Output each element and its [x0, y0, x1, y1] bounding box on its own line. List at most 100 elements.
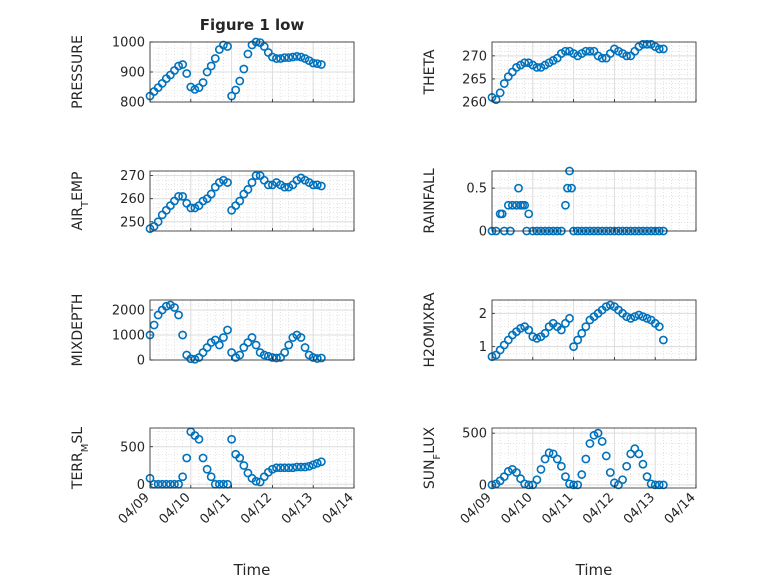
data-point — [312, 354, 322, 363]
y-axis-label: AIRTEMP — [70, 172, 91, 231]
data-point — [280, 463, 290, 473]
data-point — [288, 52, 298, 62]
y-tick-label: 2000 — [112, 304, 145, 319]
data-point — [178, 472, 188, 482]
data-point — [650, 480, 660, 490]
data-point — [272, 54, 281, 63]
data-point — [597, 437, 607, 446]
figure-title: Figure 1 low — [200, 16, 305, 34]
y-tick-label: 800 — [120, 96, 145, 111]
data-point — [276, 54, 285, 63]
data-point — [642, 39, 652, 49]
data-point — [296, 52, 306, 62]
data-point — [520, 58, 530, 68]
data-point — [569, 342, 578, 352]
data-point — [646, 479, 656, 489]
y-tick-label: 0 — [479, 478, 487, 493]
data-point — [316, 353, 326, 363]
y-tick-label: 0 — [137, 354, 145, 369]
data-point — [630, 312, 640, 322]
data-point — [219, 40, 228, 50]
data-point — [300, 343, 310, 352]
data-point — [186, 203, 196, 213]
data-point — [174, 191, 183, 201]
data-point — [585, 46, 595, 56]
data-point — [304, 461, 314, 471]
y-axis-label: MIXDEPTH — [70, 294, 86, 367]
data-point — [235, 196, 245, 206]
subplot-sun-flux: 0 500 04/09 04/10 04/11 04/12 04/13 04/14 SUNFLU… — [422, 426, 699, 527]
data-point — [540, 328, 550, 338]
data-point — [251, 476, 261, 486]
y-axis-label: PRESSURE — [70, 35, 86, 109]
data-point — [561, 46, 570, 56]
data-point — [520, 200, 530, 210]
data-point — [618, 475, 627, 485]
data-point — [202, 464, 212, 474]
data-point — [634, 310, 644, 320]
data-point — [235, 350, 245, 360]
x-tick-label: 04/13 — [279, 490, 316, 527]
data-point — [544, 448, 554, 458]
data-point — [638, 459, 648, 469]
data-point — [223, 325, 232, 335]
data-point — [153, 217, 163, 227]
data-point — [654, 480, 664, 490]
data-point — [565, 313, 574, 323]
x-tick-label: 04/14 — [320, 490, 357, 527]
data-point — [577, 328, 587, 338]
data-point — [243, 49, 253, 59]
data-point — [223, 42, 232, 51]
data-point — [308, 460, 318, 470]
data-point — [247, 333, 257, 342]
data-point — [597, 53, 607, 63]
data-point — [524, 209, 534, 219]
data-point — [227, 434, 236, 444]
data-point — [259, 350, 269, 360]
data-point — [210, 54, 220, 63]
x-tick-label: 04/10 — [499, 490, 536, 527]
y-tick-label: 1000 — [112, 329, 145, 344]
data-series — [145, 427, 326, 489]
data-point — [622, 461, 632, 471]
data-point — [605, 300, 615, 310]
data-point — [235, 76, 245, 86]
y-tick-label: 250 — [120, 215, 145, 230]
data-point — [528, 332, 538, 342]
axes-box — [149, 427, 355, 489]
data-point — [495, 88, 505, 98]
data-point — [565, 479, 574, 489]
data-point — [292, 52, 302, 61]
data-point — [316, 181, 326, 191]
data-point — [161, 301, 171, 311]
data-point — [622, 312, 632, 322]
y-tick-label: 0.5 — [466, 182, 487, 197]
data-point — [605, 468, 615, 477]
y-axis-label: RAINFALL — [422, 168, 438, 233]
data-point — [276, 463, 285, 473]
data-point — [178, 191, 188, 201]
y-axis-label: SUNFLUX — [422, 426, 443, 489]
subplot-air-temp: 250 260 270 AIRTEMP — [70, 169, 355, 234]
data-point — [251, 340, 261, 350]
x-tick-label: 04/09 — [458, 490, 495, 527]
data-point — [532, 62, 542, 72]
x-tick-label: 04/09 — [116, 490, 153, 527]
data-point — [300, 462, 310, 472]
data-point — [638, 312, 648, 322]
data-point — [312, 180, 322, 190]
data-point — [552, 454, 562, 464]
data-point — [658, 44, 668, 54]
data-point — [532, 475, 542, 485]
axes-box — [149, 299, 355, 361]
data-point — [524, 480, 534, 490]
data-point — [243, 185, 253, 194]
data-point — [577, 470, 587, 479]
data-point — [296, 333, 306, 342]
data-point — [497, 209, 507, 219]
data-point — [658, 480, 668, 490]
data-point — [308, 58, 318, 68]
data-point — [573, 480, 583, 490]
x-tick-label: 04/12 — [580, 490, 617, 527]
